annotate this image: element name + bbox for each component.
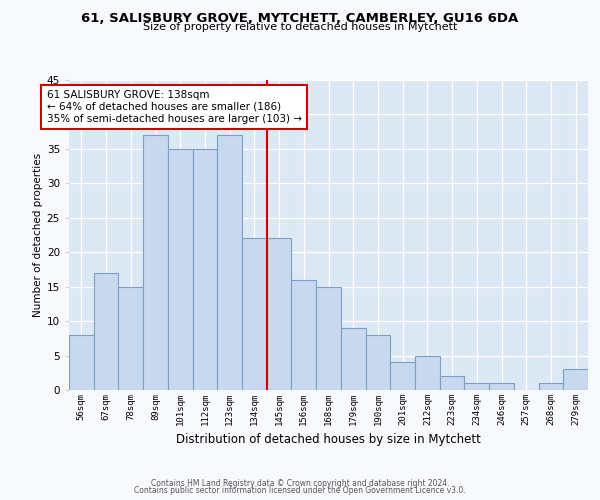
Y-axis label: Number of detached properties: Number of detached properties xyxy=(32,153,43,317)
Bar xyxy=(217,135,242,390)
Bar xyxy=(415,356,440,390)
Bar xyxy=(292,280,316,390)
Text: Contains public sector information licensed under the Open Government Licence v3: Contains public sector information licen… xyxy=(134,486,466,495)
Bar xyxy=(489,383,514,390)
Bar xyxy=(365,335,390,390)
Bar xyxy=(341,328,365,390)
Bar xyxy=(118,286,143,390)
Bar xyxy=(563,370,588,390)
Text: Size of property relative to detached houses in Mytchett: Size of property relative to detached ho… xyxy=(143,22,457,32)
Bar xyxy=(539,383,563,390)
Bar xyxy=(168,149,193,390)
Bar xyxy=(143,135,168,390)
Text: 61 SALISBURY GROVE: 138sqm
← 64% of detached houses are smaller (186)
35% of sem: 61 SALISBURY GROVE: 138sqm ← 64% of deta… xyxy=(47,90,302,124)
Text: Contains HM Land Registry data © Crown copyright and database right 2024.: Contains HM Land Registry data © Crown c… xyxy=(151,478,449,488)
Bar xyxy=(242,238,267,390)
Bar xyxy=(390,362,415,390)
Bar xyxy=(94,273,118,390)
Bar xyxy=(316,286,341,390)
Bar xyxy=(267,238,292,390)
Bar xyxy=(464,383,489,390)
Bar xyxy=(440,376,464,390)
Bar xyxy=(69,335,94,390)
X-axis label: Distribution of detached houses by size in Mytchett: Distribution of detached houses by size … xyxy=(176,434,481,446)
Text: 61, SALISBURY GROVE, MYTCHETT, CAMBERLEY, GU16 6DA: 61, SALISBURY GROVE, MYTCHETT, CAMBERLEY… xyxy=(82,12,518,26)
Bar xyxy=(193,149,217,390)
